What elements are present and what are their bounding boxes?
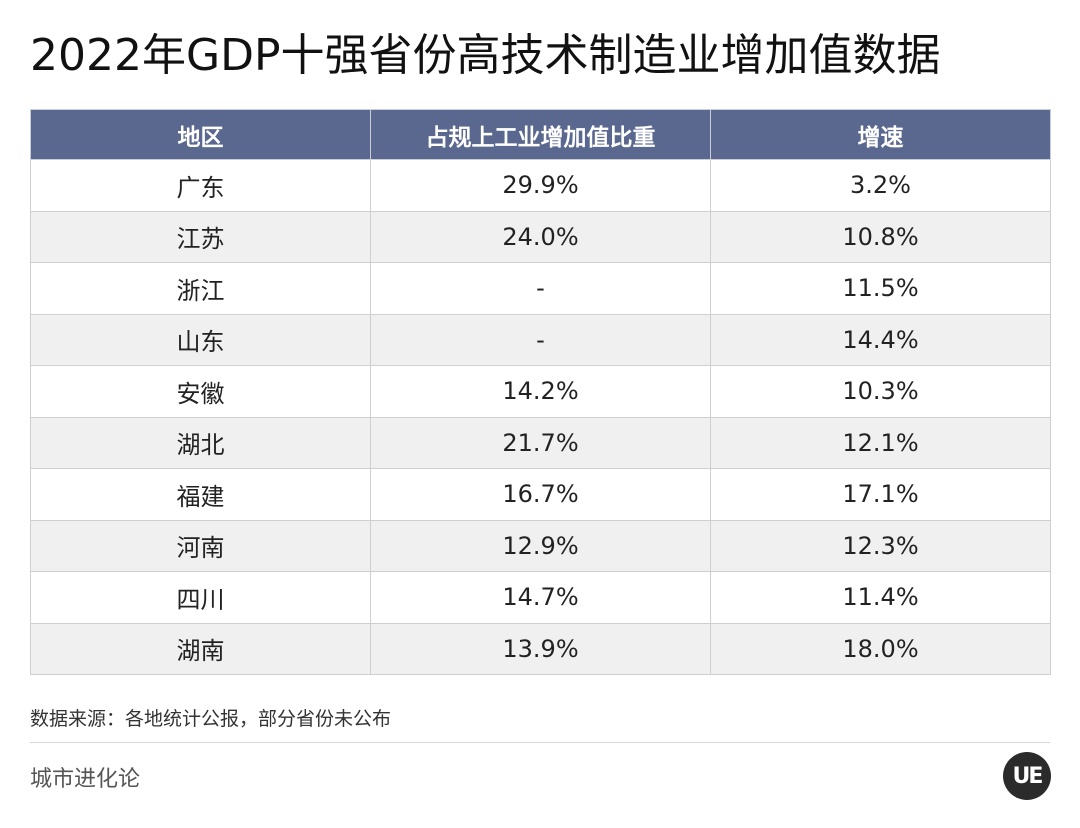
page-title: 2022年GDP十强省份高技术制造业增加值数据 — [30, 30, 941, 81]
cell-growth: 14.4% — [710, 313, 1051, 366]
table-row: 山东 - 14.4% — [30, 313, 1051, 366]
cell-share: 21.7% — [370, 416, 711, 469]
cell-growth: 11.5% — [710, 262, 1051, 315]
data-table: 地区 占规上工业增加值比重 增速 广东 29.9% 3.2% 江苏 24.0% … — [30, 109, 1051, 675]
cell-share: 12.9% — [370, 519, 711, 572]
table-row: 福建 16.7% 17.1% — [30, 468, 1051, 521]
cell-share: 24.0% — [370, 210, 711, 263]
column-header-share: 占规上工业增加值比重 — [370, 109, 711, 160]
cell-growth: 3.2% — [710, 159, 1051, 212]
cell-growth: 10.3% — [710, 365, 1051, 418]
cell-region: 江苏 — [30, 210, 371, 263]
footer-divider — [30, 742, 1050, 743]
table-row: 广东 29.9% 3.2% — [30, 159, 1051, 212]
cell-share: - — [370, 313, 711, 366]
cell-region: 四川 — [30, 571, 371, 624]
table-row: 江苏 24.0% 10.8% — [30, 210, 1051, 263]
cell-growth: 10.8% — [710, 210, 1051, 263]
cell-region: 山东 — [30, 313, 371, 366]
cell-region: 广东 — [30, 159, 371, 212]
ue-logo-icon: UE — [1003, 752, 1051, 800]
cell-share: 14.2% — [370, 365, 711, 418]
cell-growth: 17.1% — [710, 468, 1051, 521]
cell-region: 湖南 — [30, 622, 371, 675]
table-row: 湖南 13.9% 18.0% — [30, 622, 1051, 675]
table-body: 广东 29.9% 3.2% 江苏 24.0% 10.8% 浙江 - 11.5% … — [30, 159, 1051, 675]
table-row: 浙江 - 11.5% — [30, 262, 1051, 315]
table-row: 安徽 14.2% 10.3% — [30, 365, 1051, 418]
cell-share: 13.9% — [370, 622, 711, 675]
cell-region: 湖北 — [30, 416, 371, 469]
table-row: 河南 12.9% 12.3% — [30, 519, 1051, 572]
column-header-region: 地区 — [30, 109, 371, 160]
cell-region: 浙江 — [30, 262, 371, 315]
cell-region: 河南 — [30, 519, 371, 572]
cell-growth: 12.1% — [710, 416, 1051, 469]
cell-region: 福建 — [30, 468, 371, 521]
table-row: 四川 14.7% 11.4% — [30, 571, 1051, 624]
table-row: 湖北 21.7% 12.1% — [30, 416, 1051, 469]
cell-growth: 12.3% — [710, 519, 1051, 572]
table-header-row: 地区 占规上工业增加值比重 增速 — [30, 109, 1051, 160]
cell-share: 16.7% — [370, 468, 711, 521]
data-source-note: 数据来源：各地统计公报，部分省份未公布 — [30, 708, 392, 730]
cell-share: - — [370, 262, 711, 315]
cell-growth: 18.0% — [710, 622, 1051, 675]
cell-share: 14.7% — [370, 571, 711, 624]
cell-share: 29.9% — [370, 159, 711, 212]
cell-growth: 11.4% — [710, 571, 1051, 624]
cell-region: 安徽 — [30, 365, 371, 418]
table-header: 地区 占规上工业增加值比重 增速 — [30, 109, 1051, 160]
column-header-growth: 增速 — [710, 109, 1051, 160]
brand-name: 城市进化论 — [30, 767, 141, 792]
